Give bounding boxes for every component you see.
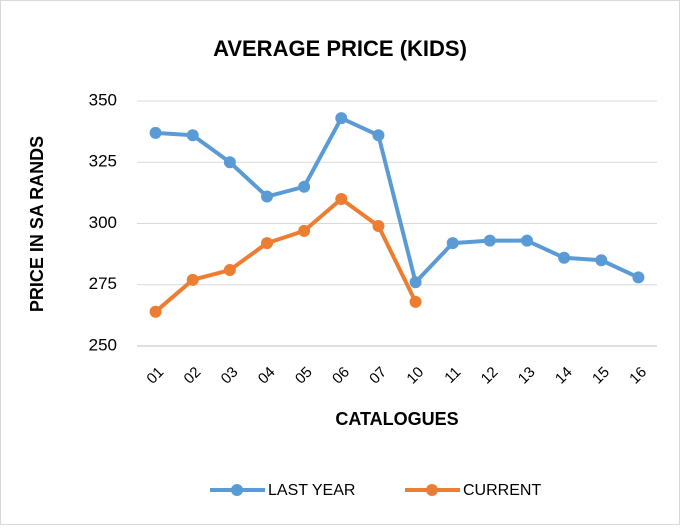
data-point	[223, 156, 236, 169]
x-axis-title: CATALOGUES	[335, 409, 458, 429]
data-point	[149, 305, 162, 318]
data-point	[595, 254, 608, 267]
y-tick-label: 250	[89, 335, 117, 354]
data-point	[409, 276, 422, 289]
data-point	[446, 237, 459, 250]
data-point	[335, 112, 348, 125]
series-line	[155, 116, 640, 285]
data-point	[372, 129, 385, 142]
y-tick-label: 275	[89, 274, 117, 293]
data-point	[298, 180, 311, 193]
data-point	[298, 224, 311, 237]
chart-title: AVERAGE PRICE (KIDS)	[213, 36, 467, 61]
data-point	[409, 295, 422, 308]
data-point	[149, 126, 162, 139]
data-point	[261, 190, 273, 203]
series-line	[154, 197, 418, 314]
data-point	[186, 129, 199, 142]
data-point	[261, 237, 273, 250]
data-point	[335, 193, 348, 205]
y-tick-label: 325	[89, 152, 117, 171]
legend-marker	[426, 484, 438, 496]
data-point	[223, 264, 236, 277]
data-point	[558, 251, 571, 264]
data-point	[632, 271, 645, 284]
y-tick-label: 300	[89, 213, 117, 232]
data-point	[521, 234, 533, 247]
data-point	[186, 273, 199, 286]
legend-marker	[231, 484, 243, 496]
legend-label: LAST YEAR	[268, 482, 355, 499]
y-axis-title: PRICE IN SA RANDS	[27, 136, 47, 312]
legend-label: CURRENT	[463, 482, 541, 499]
data-point	[372, 219, 385, 232]
y-tick-label: 350	[89, 90, 117, 109]
data-point	[483, 234, 496, 247]
